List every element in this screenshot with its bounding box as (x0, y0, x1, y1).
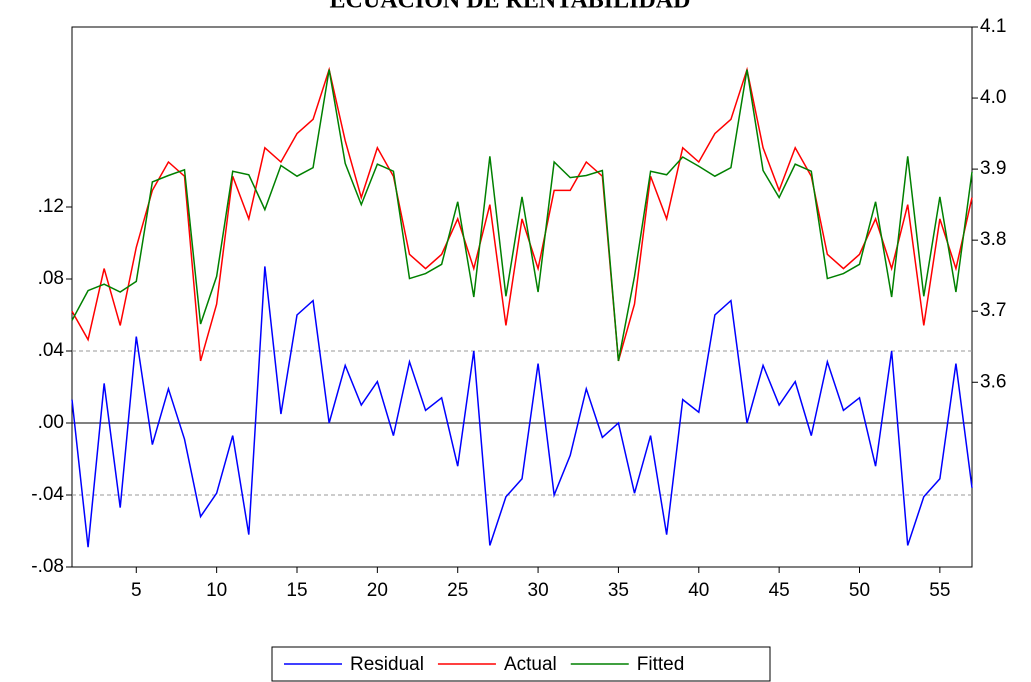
y-tick-label: .12 (38, 196, 64, 217)
x-tick-label: 15 (286, 580, 307, 601)
legend-label: Fitted (637, 654, 685, 675)
y-tick-label: -.04 (31, 484, 64, 505)
legend-label: Actual (504, 654, 557, 675)
y2-tick-label: 3.6 (980, 371, 1006, 392)
series-line (71, 69, 973, 362)
y2-tick-label: 3.9 (980, 158, 1006, 179)
plot-frame (71, 26, 973, 568)
x-tick-label: 50 (849, 580, 870, 601)
x-tick-label: 20 (367, 580, 388, 601)
chart-title: ECUACION DE RENTABILIDAD (330, 0, 691, 14)
x-tick-label: 40 (688, 580, 709, 601)
x-tick-label: 55 (929, 580, 950, 601)
x-tick-label: 25 (447, 580, 468, 601)
x-tick-label: 45 (769, 580, 790, 601)
y2-tick-label: 4.1 (980, 16, 1006, 37)
y2-tick-label: 3.7 (980, 300, 1006, 321)
legend: Residual Actual Fitted (271, 646, 771, 682)
y-tick-label: .08 (38, 268, 64, 289)
x-tick-label: 35 (608, 580, 629, 601)
x-tick-label: 10 (206, 580, 227, 601)
series-line (71, 266, 973, 548)
y-tick-label: .04 (38, 340, 65, 361)
y-tick-label: .00 (38, 412, 64, 433)
series-line (71, 66, 973, 362)
y2-tick-label: 4.0 (980, 87, 1006, 108)
x-tick-label: 30 (528, 580, 549, 601)
legend-label: Residual (350, 654, 424, 675)
y-tick-label: -.08 (31, 556, 64, 577)
y2-tick-label: 3.8 (980, 229, 1006, 250)
x-tick-label: 5 (131, 580, 142, 601)
legend-box (271, 646, 771, 682)
